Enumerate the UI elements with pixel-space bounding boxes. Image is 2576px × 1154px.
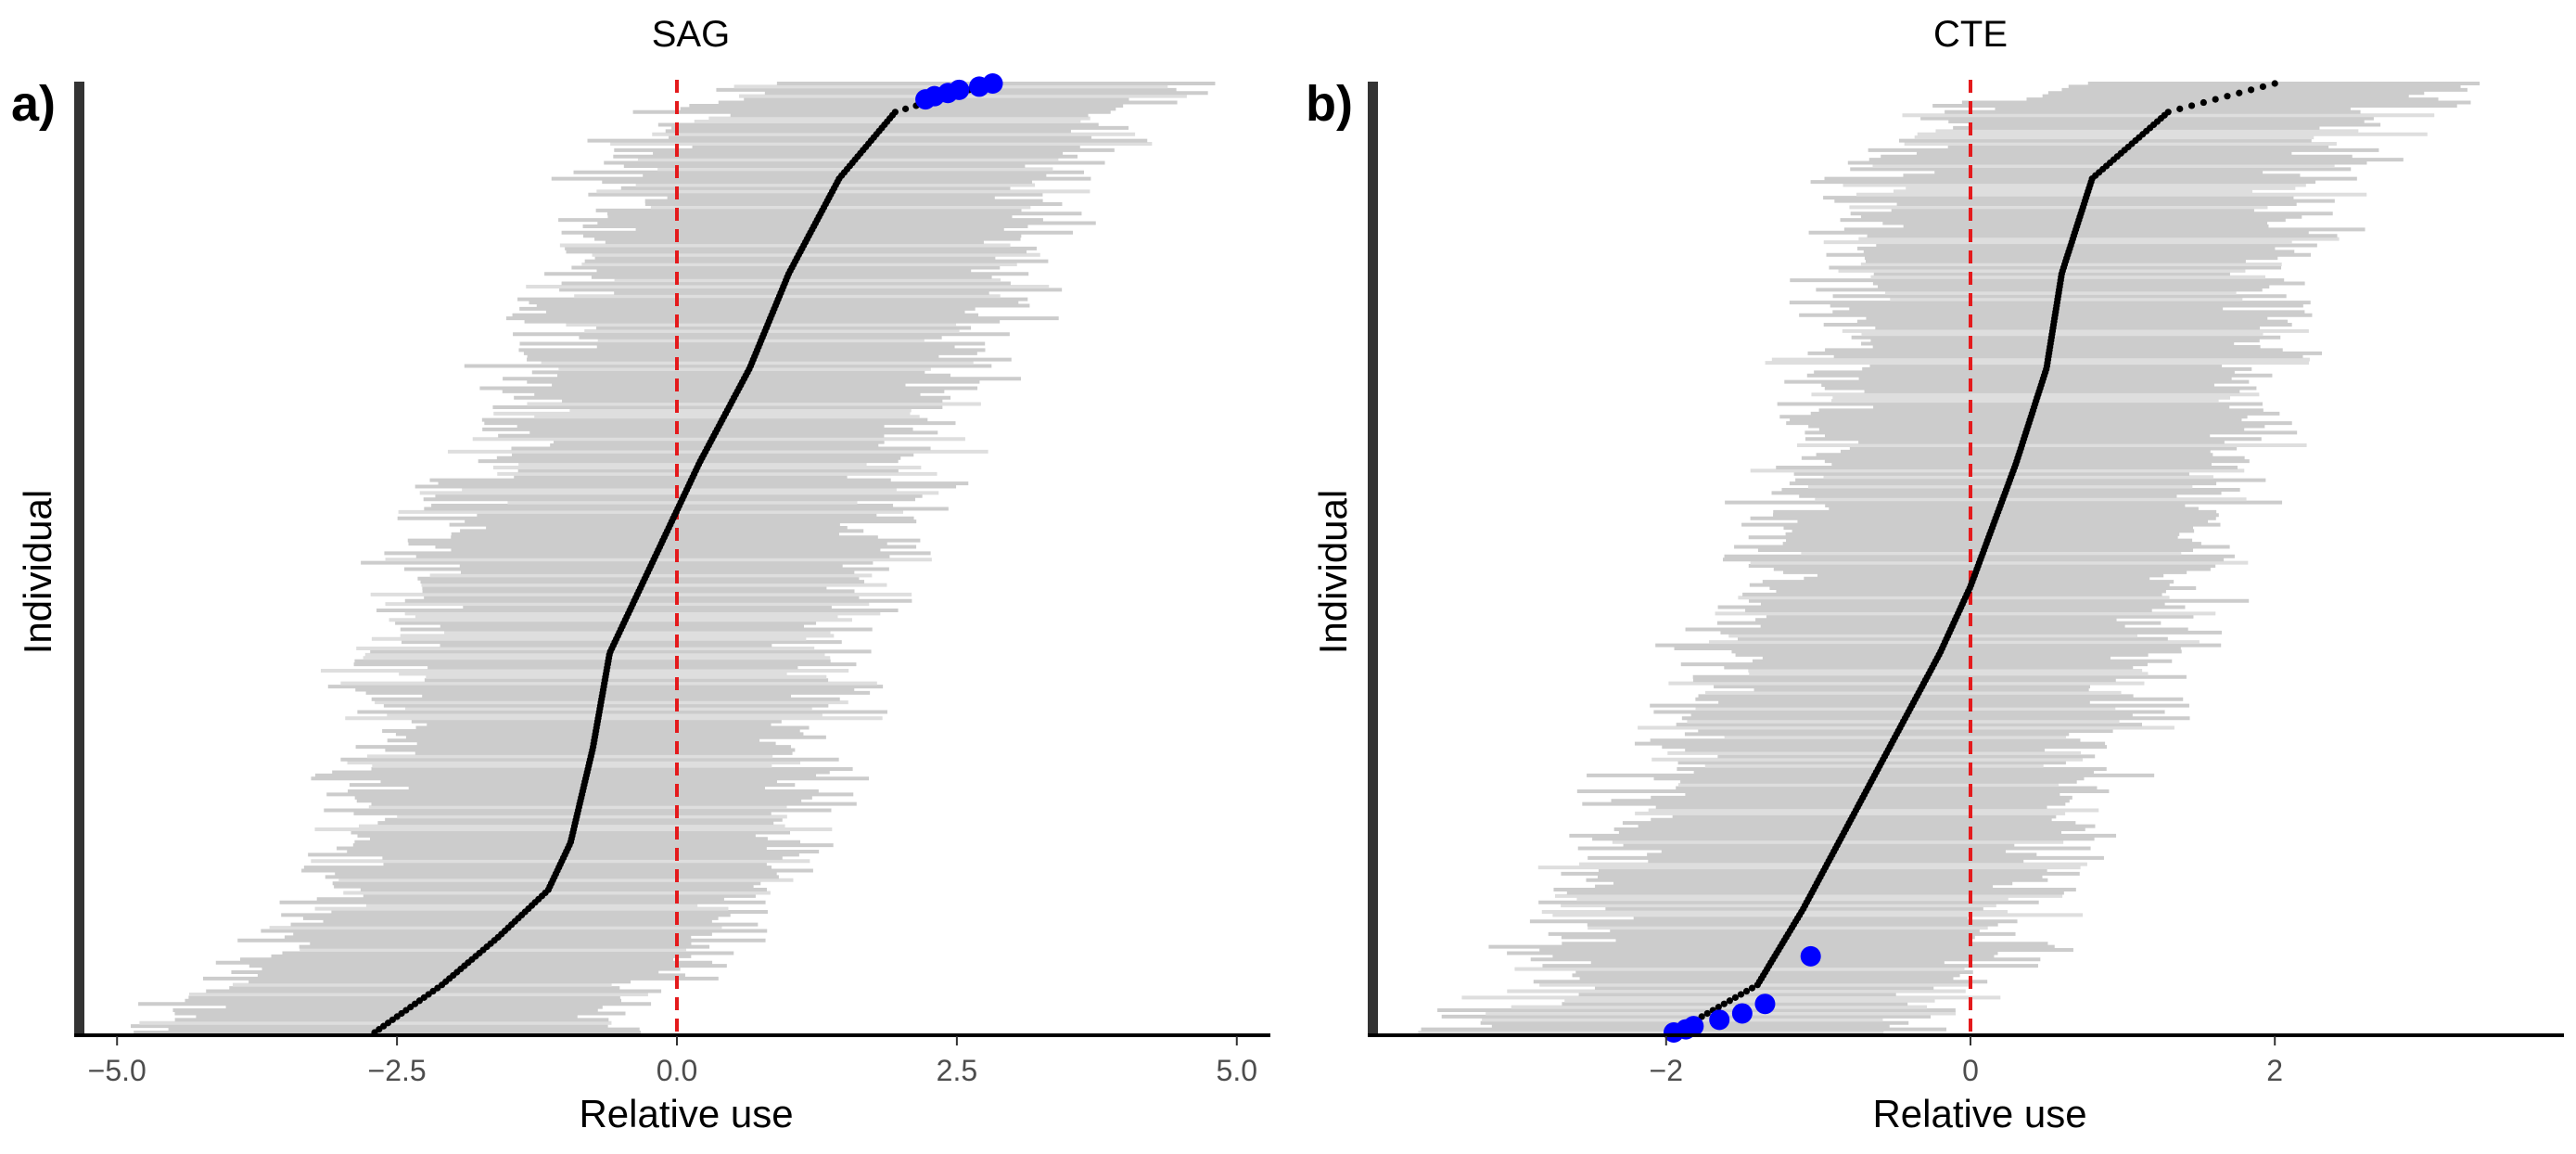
panel-sag: −5.0 −2.5 0.0 2.5 5.0 SAG a) Relative use Indivi… xyxy=(11,14,1270,1135)
panel-title: SAG xyxy=(652,14,730,55)
estimate-points xyxy=(1664,80,2278,1043)
panel-label: b) xyxy=(1306,76,1353,132)
estimate-point xyxy=(1731,994,1740,1001)
estimate-point xyxy=(1726,997,1733,1005)
highlighted-point xyxy=(1800,945,1821,967)
estimate-point xyxy=(2247,86,2255,94)
y-axis-bar xyxy=(74,82,84,1036)
interval-bars xyxy=(131,82,1216,1034)
highlighted-point xyxy=(949,79,970,100)
x-tick-label: 0 xyxy=(1962,1054,1979,1087)
x-tick-label: 2 xyxy=(2266,1054,2283,1087)
x-axis-title: Relative use xyxy=(579,1092,793,1135)
highlighted-point xyxy=(1731,1003,1753,1024)
highlighted-point xyxy=(1683,1016,1704,1037)
estimate-point xyxy=(2187,102,2196,109)
x-tick-label: 0.0 xyxy=(657,1054,697,1087)
x-tick-label: −2.5 xyxy=(368,1054,427,1087)
panel-title: CTE xyxy=(1933,14,2008,55)
estimate-point xyxy=(1742,987,1751,995)
estimate-point xyxy=(1720,1000,1728,1007)
y-axis-title: Individual xyxy=(1311,490,1355,654)
highlighted-point xyxy=(982,73,1003,94)
x-tick-label: 2.5 xyxy=(937,1054,977,1087)
estimate-points xyxy=(371,73,1003,1036)
x-tick-label: 5.0 xyxy=(1217,1054,1257,1087)
highlighted-point xyxy=(1754,994,1776,1015)
highlighted-point xyxy=(1709,1009,1730,1031)
estimate-point xyxy=(2224,93,2231,100)
x-tick-label: −5.0 xyxy=(88,1054,147,1087)
estimate-point xyxy=(2271,80,2278,87)
estimate-point xyxy=(891,109,899,116)
estimate-point xyxy=(1698,1013,1705,1020)
estimate-point xyxy=(901,105,910,112)
panel-label: a) xyxy=(11,76,56,132)
y-axis-bar xyxy=(1368,82,1378,1036)
estimate-point xyxy=(2200,98,2207,107)
estimate-point xyxy=(2176,105,2184,112)
estimate-point xyxy=(1703,1009,1711,1018)
estimate-point xyxy=(1737,991,1745,998)
panel-cte: −2 0 2 CTE b) Relative use Individual xyxy=(1306,14,2564,1135)
x-axis-title: Relative use xyxy=(1872,1092,2086,1135)
estimate-point xyxy=(1748,984,1756,992)
estimate-point xyxy=(2212,96,2219,103)
interval-bars xyxy=(1418,82,2480,1034)
estimate-point xyxy=(2259,83,2266,91)
estimate-point xyxy=(2164,109,2172,116)
y-axis-title: Individual xyxy=(16,490,59,654)
estimate-point xyxy=(1715,1004,1722,1011)
x-tick-label: −2 xyxy=(1650,1054,1683,1087)
estimate-point xyxy=(2236,89,2243,96)
